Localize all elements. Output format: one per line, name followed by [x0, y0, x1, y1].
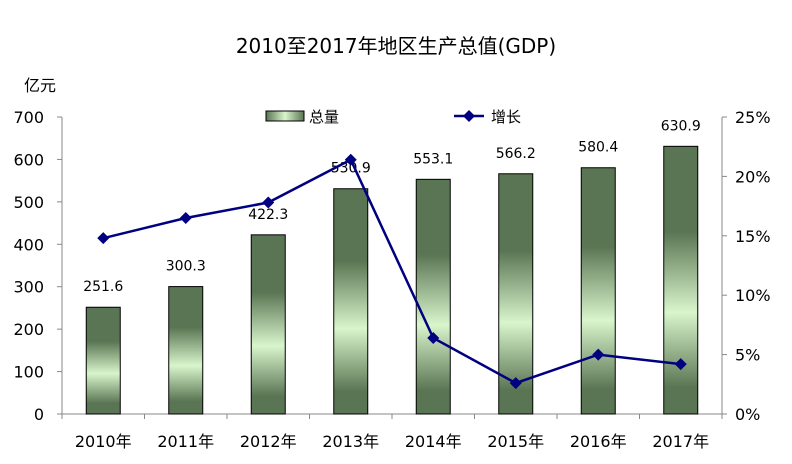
y-tick-label: 400	[13, 235, 44, 254]
bar	[663, 145, 699, 415]
growth-point	[427, 331, 440, 344]
x-tick-label: 2013年	[322, 432, 379, 451]
y2-tick-label: 20%	[735, 167, 771, 186]
y-tick-label: 200	[13, 320, 44, 339]
y-tick-label: 100	[13, 363, 44, 382]
bar-value-label: 566.2	[496, 146, 536, 162]
y2-tick-label: 0%	[735, 405, 760, 424]
growth-point	[262, 196, 275, 209]
y-tick-label: 300	[13, 278, 44, 297]
bar	[168, 286, 204, 415]
growth-point	[179, 211, 192, 224]
legend-line-marker	[463, 110, 475, 122]
y2-tick-label: 25%	[735, 108, 771, 127]
x-tick-label: 2015年	[487, 432, 544, 451]
bar-value-label: 580.4	[578, 140, 618, 156]
y-tick-label: 600	[13, 150, 44, 169]
bar	[333, 188, 369, 415]
y2-tick-label: 15%	[735, 227, 771, 246]
legend-bar-swatch	[265, 110, 305, 122]
growth-point	[344, 153, 357, 166]
growth-point	[592, 348, 605, 361]
bar	[250, 234, 286, 415]
bar	[498, 173, 534, 415]
legend-line-label: 增长	[491, 108, 521, 126]
y-tick-label: 700	[13, 108, 44, 127]
chart-title: 2010至2017年地区生产总值(GDP)	[235, 34, 557, 58]
bar-value-label: 630.9	[661, 118, 701, 134]
growth-point	[97, 232, 110, 245]
bar	[85, 306, 121, 415]
bar-value-label: 251.6	[83, 279, 123, 295]
bar-value-label: 422.3	[248, 207, 288, 223]
y-tick-label: 500	[13, 193, 44, 212]
bar-value-label: 553.1	[413, 151, 453, 167]
bar	[580, 167, 616, 415]
bar	[415, 178, 451, 415]
y-axis-unit-label: 亿元	[24, 76, 57, 95]
y-tick-label: 0	[34, 405, 44, 424]
growth-point	[674, 358, 687, 371]
x-tick-label: 2011年	[157, 432, 214, 451]
x-tick-label: 2017年	[652, 432, 709, 451]
x-tick-label: 2014年	[405, 432, 462, 451]
growth-series-line	[102, 158, 681, 385]
y2-tick-label: 10%	[735, 286, 771, 305]
x-tick-label: 2012年	[240, 432, 297, 451]
x-tick-label: 2010年	[75, 432, 132, 451]
x-tick-label: 2016年	[570, 432, 627, 451]
growth-point	[509, 377, 522, 390]
legend-bar-label: 总量	[309, 108, 339, 126]
bar-value-label: 300.3	[166, 259, 206, 275]
y2-tick-label: 5%	[735, 346, 760, 365]
